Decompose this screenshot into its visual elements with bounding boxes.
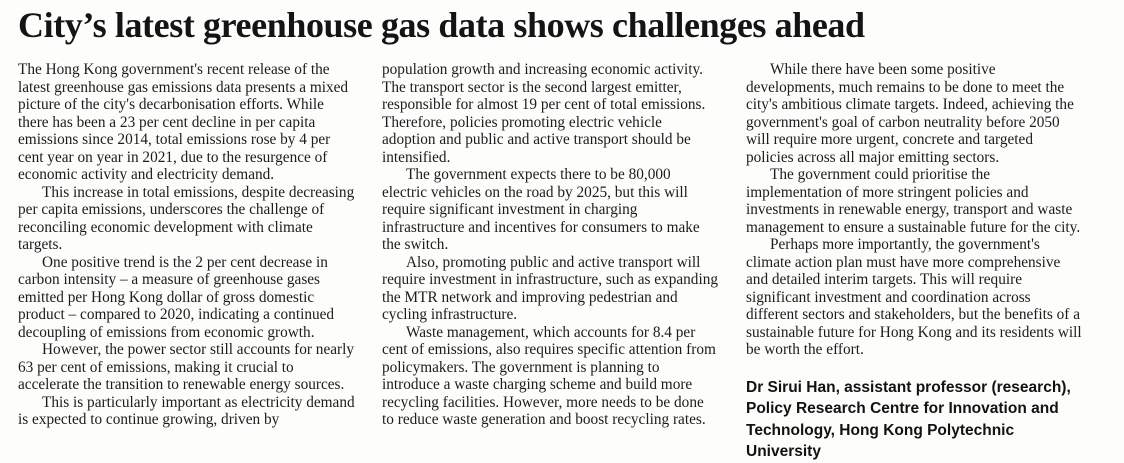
article-paragraph: This is particularly important as electr… xyxy=(18,393,355,429)
article-paragraph: Also, promoting public and active transp… xyxy=(382,253,719,324)
article-body: The Hong Kong government's recent releas… xyxy=(18,61,1085,463)
article-paragraph: The government could prioritise the impl… xyxy=(746,166,1081,236)
article-paragraph: The Hong Kong government's recent releas… xyxy=(18,61,349,183)
article-paragraph: Waste management, which accounts for 8.4… xyxy=(382,323,716,429)
author-byline: Dr Sirui Han, assistant professor (resea… xyxy=(746,378,1071,461)
article-column-1: The Hong Kong government's recent releas… xyxy=(18,61,355,463)
article-paragraph: One positive trend is the 2 per cent dec… xyxy=(18,253,335,341)
article-paragraph: This increase in total emissions, despit… xyxy=(18,183,355,254)
article-paragraph: However, the power sector still accounts… xyxy=(18,341,355,393)
article-paragraph: Perhaps more importantly, the government… xyxy=(746,236,1082,358)
article-column-2: population growth and increasing economi… xyxy=(382,61,719,463)
article-column-3: While there have been some positive deve… xyxy=(746,61,1083,463)
article-paragraph: The government expects there to be 80,00… xyxy=(382,166,700,253)
article-paragraph: While there have been some positive deve… xyxy=(746,61,1074,166)
article-headline: City’s latest greenhouse gas data shows … xyxy=(18,5,865,45)
article-paragraph: population growth and increasing economi… xyxy=(382,61,706,166)
